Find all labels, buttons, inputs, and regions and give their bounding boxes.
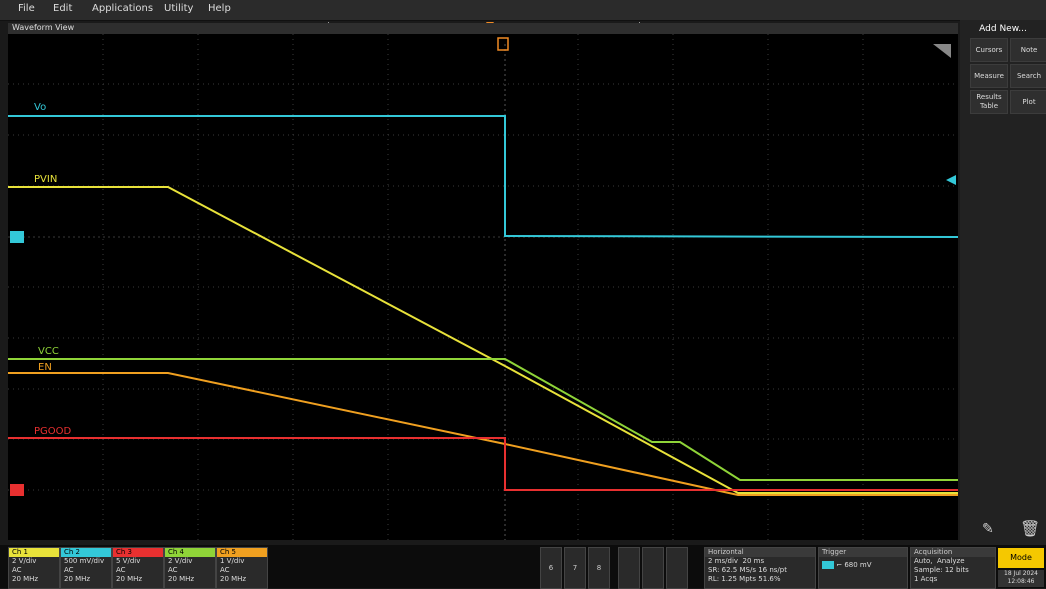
- ch1-scale: 2 V/div: [12, 557, 37, 565]
- ch5-sub: AC: [220, 566, 230, 574]
- waveform-svg: Vo PVIN VCC EN PGOOD: [8, 34, 959, 540]
- label-pgood: PGOOD: [34, 426, 72, 437]
- trigger-slope-icon: ⌐: [836, 561, 843, 569]
- ch5-badge[interactable]: Ch 5 1 V/div AC 20 MHz: [216, 547, 268, 589]
- label-vo: Vo: [34, 102, 46, 113]
- ch2-offset-marker[interactable]: [10, 231, 24, 243]
- date: 18 Jul 2024: [1004, 570, 1038, 577]
- h-position: 51.6%: [758, 575, 781, 583]
- trigger-panel[interactable]: Trigger ⌐ 680 mV: [818, 547, 908, 589]
- pan-tool-icon[interactable]: ✎: [982, 521, 994, 537]
- menu-bar: File Edit Applications Utility Help: [0, 0, 1046, 21]
- acquisition-panel[interactable]: Acquisition Auto, Analyze Sample: 12 bit…: [910, 547, 996, 589]
- trigger-level: 680 mV: [844, 561, 872, 569]
- trigger-title: Trigger: [819, 548, 907, 557]
- add-bus-button[interactable]: [666, 547, 688, 589]
- menu-applications[interactable]: Applications: [92, 3, 154, 14]
- measure-button[interactable]: Measure: [970, 64, 1008, 88]
- ch2-badge[interactable]: Ch 2 500 mV/div AC 20 MHz: [60, 547, 112, 589]
- add-new-panel: Add New... Cursors Note Measure Search R…: [960, 20, 1046, 545]
- channel-6-button[interactable]: 6: [540, 547, 562, 589]
- h-sample-rate: SR: 62.5 MS/s: [708, 566, 756, 574]
- datetime-display: 18 Jul 2024 12:08:46: [998, 570, 1044, 587]
- search-button[interactable]: Search: [1010, 64, 1046, 88]
- acq-analyze: Analyze: [936, 557, 965, 565]
- ch3-sub: AC: [116, 566, 126, 574]
- ch3-scale: 5 V/div: [116, 557, 141, 565]
- ch3-name: Ch 3: [113, 548, 163, 557]
- note-button[interactable]: Note: [1010, 38, 1046, 62]
- results-table-button[interactable]: Results Table: [970, 90, 1008, 114]
- trigger-level-marker[interactable]: [946, 175, 956, 185]
- time: 12:08:46: [1007, 578, 1035, 585]
- ch2-bw: 20 MHz: [64, 575, 91, 583]
- h-per-point: 16 ns/pt: [758, 566, 787, 574]
- acq-mode: Auto,: [914, 557, 933, 565]
- ch4-scale: 2 V/div: [168, 557, 193, 565]
- label-en: EN: [38, 362, 52, 373]
- ch1-name: Ch 1: [9, 548, 59, 557]
- h-record-length: RL: 1.25 Mpts: [708, 575, 757, 583]
- ch5-scale: 1 V/div: [220, 557, 245, 565]
- trace-en: [8, 372, 958, 496]
- ch4-badge[interactable]: Ch 4 2 V/div AC 20 MHz: [164, 547, 216, 589]
- ch2-name: Ch 2: [61, 548, 111, 557]
- results-label-line1: Results: [976, 93, 1002, 101]
- ch4-sub: AC: [168, 566, 178, 574]
- channel-8-button[interactable]: 8: [588, 547, 610, 589]
- waveform-display[interactable]: Vo PVIN VCC EN PGOOD: [8, 34, 959, 540]
- waveform-view-title: Waveform View: [12, 23, 75, 32]
- waveform-view-header: Waveform View: [8, 23, 958, 34]
- settings-bar: Ch 1 2 V/div AC 20 MHz Ch 2 500 mV/div A…: [0, 545, 1046, 589]
- menu-edit[interactable]: Edit: [53, 3, 73, 14]
- ch1-badge[interactable]: Ch 1 2 V/div AC 20 MHz: [8, 547, 60, 589]
- trigger-marker-icon[interactable]: [497, 37, 509, 51]
- ch5-name: Ch 5: [217, 548, 267, 557]
- menu-help[interactable]: Help: [208, 3, 231, 14]
- add-ref-button[interactable]: [642, 547, 664, 589]
- label-vcc: VCC: [38, 346, 59, 357]
- add-new-title: Add New...: [979, 24, 1027, 34]
- acquisition-title: Acquisition: [911, 548, 995, 557]
- ch3-badge[interactable]: Ch 3 5 V/div AC 20 MHz: [112, 547, 164, 589]
- trace-vcc: [8, 358, 958, 481]
- h-duration: 20 ms: [742, 557, 765, 565]
- ch2-sub: AC: [64, 566, 74, 574]
- label-pvin: PVIN: [34, 174, 57, 185]
- trace-vo: [8, 115, 959, 238]
- ch4-name: Ch 4: [165, 548, 215, 557]
- add-math-button[interactable]: [618, 547, 640, 589]
- results-label-line2: Table: [979, 102, 999, 110]
- ch4-bw: 20 MHz: [168, 575, 195, 583]
- acq-sample: Sample: 12 bits: [914, 566, 969, 574]
- ch1-sub: AC: [12, 566, 22, 574]
- cursors-button[interactable]: Cursors: [970, 38, 1008, 62]
- channel-7-button[interactable]: 7: [564, 547, 586, 589]
- horizontal-title: Horizontal: [705, 548, 815, 557]
- trace-pvin: [8, 186, 958, 494]
- mode-button[interactable]: Mode: [998, 548, 1044, 568]
- ch2-scale: 500 mV/div: [64, 557, 105, 565]
- ch3-offset-marker[interactable]: [10, 484, 24, 496]
- tool-area: ✎ 🗑: [960, 515, 1046, 545]
- ch5-bw: 20 MHz: [220, 575, 247, 583]
- graticule: [8, 34, 958, 540]
- acq-count: 1 Acqs: [914, 575, 938, 583]
- trigger-source-chip: [822, 561, 834, 569]
- plot-button[interactable]: Plot: [1010, 90, 1046, 114]
- trash-icon[interactable]: 🗑: [1020, 519, 1041, 538]
- menu-utility[interactable]: Utility: [164, 3, 194, 14]
- trace-pgood: [8, 437, 958, 491]
- corner-zoom-icon[interactable]: [933, 44, 951, 58]
- ch3-bw: 20 MHz: [116, 575, 143, 583]
- h-scale: 2 ms/div: [708, 557, 739, 565]
- horizontal-panel[interactable]: Horizontal 2 ms/div 20 ms SR: 62.5 MS/s …: [704, 547, 816, 589]
- menu-file[interactable]: File: [18, 3, 35, 14]
- ch1-bw: 20 MHz: [12, 575, 39, 583]
